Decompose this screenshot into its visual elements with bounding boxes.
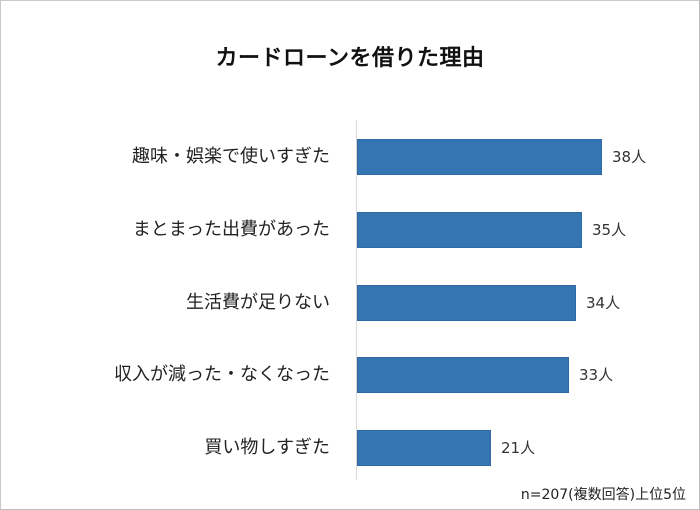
bar bbox=[357, 139, 602, 175]
category-label: 買い物しすぎた bbox=[204, 437, 330, 458]
bar bbox=[357, 285, 576, 321]
bar bbox=[357, 212, 582, 248]
category-label: まとまった出費があった bbox=[132, 219, 330, 240]
bar-row: 買い物しすぎた 21人 bbox=[0, 430, 700, 466]
value-label: 34人 bbox=[586, 294, 621, 312]
chart-title: カードローンを借りた理由 bbox=[215, 46, 485, 71]
bar bbox=[357, 430, 491, 466]
category-label: 生活費が足りない bbox=[186, 292, 330, 313]
value-label: 38人 bbox=[612, 148, 647, 166]
bar-row: 収入が減った・なくなった 33人 bbox=[0, 357, 700, 393]
bar bbox=[357, 357, 569, 393]
sample-note: n=207(複数回答)上位5位 bbox=[520, 487, 686, 503]
category-label: 趣味・娯楽で使いすぎた bbox=[132, 146, 330, 167]
value-label: 21人 bbox=[501, 439, 536, 457]
bar-row: 生活費が足りない 34人 bbox=[0, 285, 700, 321]
y-axis-line bbox=[356, 120, 357, 480]
bar-row: まとまった出費があった 35人 bbox=[0, 212, 700, 248]
category-label: 収入が減った・なくなった bbox=[114, 364, 330, 385]
value-label: 33人 bbox=[579, 366, 614, 384]
bar-row: 趣味・娯楽で使いすぎた 38人 bbox=[0, 139, 700, 175]
value-label: 35人 bbox=[592, 221, 627, 239]
